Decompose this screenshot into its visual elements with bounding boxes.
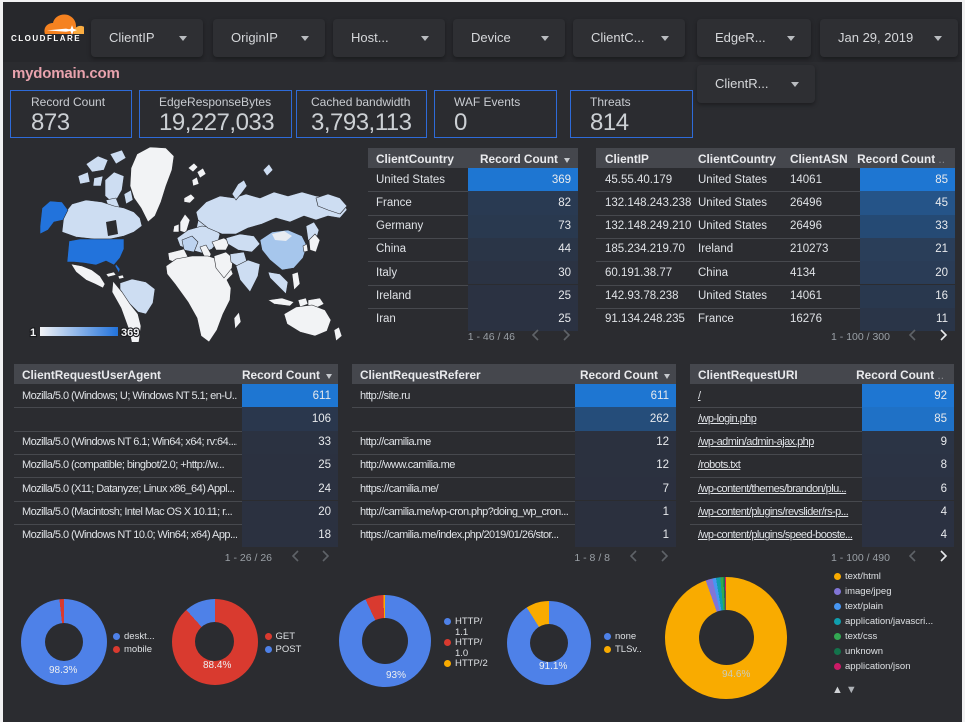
svg-text:1: 1 — [30, 327, 36, 339]
svg-text:369: 369 — [121, 327, 139, 339]
